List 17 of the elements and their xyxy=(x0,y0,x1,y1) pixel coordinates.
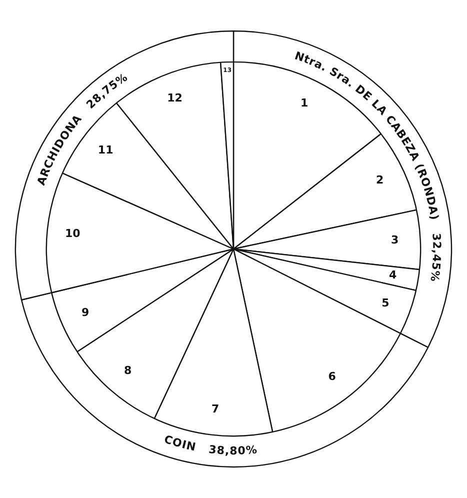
slice-label: 8 xyxy=(124,364,132,378)
category-label: ARCHIDONA xyxy=(34,112,84,188)
data-label: 28,75% xyxy=(84,71,130,112)
slice-label: 4 xyxy=(388,268,397,282)
slice-label: 2 xyxy=(376,174,384,187)
slice-label: 11 xyxy=(98,143,114,156)
slice-label: 3 xyxy=(390,234,399,247)
slice-label: 12 xyxy=(167,91,182,104)
data-label: 38,80% xyxy=(208,442,258,458)
slice-label: 5 xyxy=(382,296,390,310)
slice-label: COIN xyxy=(162,432,197,454)
slice-label: 1 xyxy=(300,96,308,110)
slice-label: 10 xyxy=(65,227,81,240)
slice-label: 6 xyxy=(328,370,336,383)
slice-label: 7 xyxy=(211,402,220,416)
data-label: 32,45% xyxy=(428,232,444,282)
slice-label: 9 xyxy=(81,306,90,319)
